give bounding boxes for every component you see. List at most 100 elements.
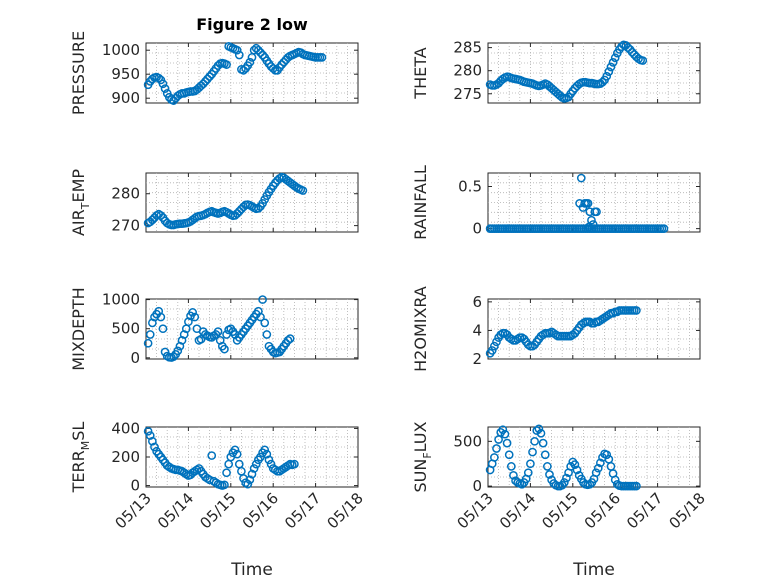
series-markers <box>485 424 641 491</box>
data-point <box>260 445 270 455</box>
data-point <box>154 73 164 83</box>
data-point <box>602 71 612 81</box>
x-tick-label: 05/18 <box>324 489 367 532</box>
data-point <box>201 77 210 86</box>
y-axis-label-main: MIXDEPTH <box>69 287 88 370</box>
y-tick-label: 280 <box>111 185 140 203</box>
data-point <box>258 295 267 304</box>
data-point <box>196 334 206 344</box>
data-point <box>545 470 554 479</box>
data-point <box>260 318 270 328</box>
x-tick-label: 05/17 <box>623 489 666 532</box>
data-point <box>490 453 499 462</box>
y-axis-label-subscript: M <box>79 441 92 451</box>
data-point <box>593 463 603 473</box>
data-point <box>638 56 648 65</box>
data-point <box>234 50 244 60</box>
data-point <box>158 79 168 89</box>
data-point <box>266 459 276 469</box>
y-axis-label: H2OMIXRA <box>411 286 430 372</box>
data-point <box>606 62 616 72</box>
data-point <box>143 338 153 348</box>
data-point <box>317 53 327 62</box>
data-point <box>604 67 614 76</box>
y-axis-label: SUNFLUX <box>411 421 434 492</box>
data-point <box>659 224 669 233</box>
grid <box>488 43 700 103</box>
y-axis-label: RAINFALL <box>411 165 430 240</box>
data-point <box>188 308 197 317</box>
data-point <box>492 444 501 453</box>
grid <box>146 299 358 359</box>
data-point <box>254 45 263 55</box>
y-tick-label: 0 <box>130 477 140 495</box>
series-markers <box>143 172 308 230</box>
y-tick-label: 400 <box>111 419 140 437</box>
data-point <box>254 204 263 213</box>
data-point <box>256 312 265 322</box>
data-point <box>492 337 501 347</box>
y-axis-label-suffix: LUX <box>411 421 430 452</box>
y-tick-label: 4 <box>472 321 482 339</box>
data-point <box>150 442 159 452</box>
data-point <box>262 449 272 459</box>
data-point <box>596 458 605 468</box>
data-point <box>528 447 537 457</box>
x-tick-label: 05/17 <box>281 489 324 532</box>
data-point <box>487 346 497 355</box>
y-tick-label: 6 <box>472 293 482 311</box>
series-markers <box>485 40 648 103</box>
data-point <box>207 451 217 460</box>
y-axis-label-subscript: F <box>421 452 434 458</box>
y-tick-label: 950 <box>111 65 140 83</box>
data-point <box>190 312 200 322</box>
y-tick-label: 0 <box>472 220 482 238</box>
data-point <box>213 327 223 336</box>
x-tick-label: 05/13 <box>454 489 497 532</box>
subplot-grid: 900 950 1000 PRESSURE 275 280 285 THETA 270 280 AI… <box>69 31 709 532</box>
data-point <box>559 478 569 487</box>
data-point <box>156 312 166 322</box>
data-point <box>592 207 601 217</box>
y-tick-label: 1000 <box>102 41 140 59</box>
y-axis-label: TERRMSL <box>69 422 92 494</box>
y-tick-label: 1000 <box>102 291 140 309</box>
data-point <box>623 43 633 52</box>
series-markers <box>485 173 669 233</box>
x-tick-label: 05/16 <box>581 489 624 532</box>
data-point <box>610 53 620 63</box>
data-point <box>572 465 582 475</box>
subplot-rainfall: 0 0.5 RAINFALL <box>411 165 701 240</box>
data-point <box>277 60 287 69</box>
data-point <box>290 459 299 469</box>
data-point <box>245 475 255 485</box>
y-axis-label: AIRTEMP <box>69 169 92 236</box>
data-point <box>490 341 499 351</box>
data-point <box>205 72 214 81</box>
data-point <box>230 445 240 455</box>
y-tick-label: 285 <box>453 39 482 57</box>
y-axis-label: PRESSURE <box>69 31 88 115</box>
data-point <box>591 468 601 478</box>
y-axis-label-main: PRESSURE <box>69 31 88 115</box>
x-axis-label-right: Time <box>572 560 615 580</box>
data-point <box>220 344 229 354</box>
data-point <box>576 173 586 183</box>
subplot-mixdepth: 0 500 1000 MIXDEPTH <box>69 287 359 371</box>
data-point <box>534 424 544 434</box>
x-tick-label: 05/18 <box>666 489 709 532</box>
grid <box>488 299 700 359</box>
data-point <box>262 330 272 339</box>
data-point <box>203 74 212 84</box>
data-point <box>498 425 508 435</box>
subplot-h2omixra: 2 4 6 H2OMIXRA <box>411 286 701 372</box>
y-axis-label: MIXDEPTH <box>69 287 88 370</box>
data-point <box>536 428 546 438</box>
data-point <box>222 468 231 478</box>
data-point <box>610 475 620 485</box>
data-point <box>256 48 265 57</box>
data-point <box>566 462 576 471</box>
data-point <box>232 449 242 459</box>
data-point <box>540 450 550 460</box>
